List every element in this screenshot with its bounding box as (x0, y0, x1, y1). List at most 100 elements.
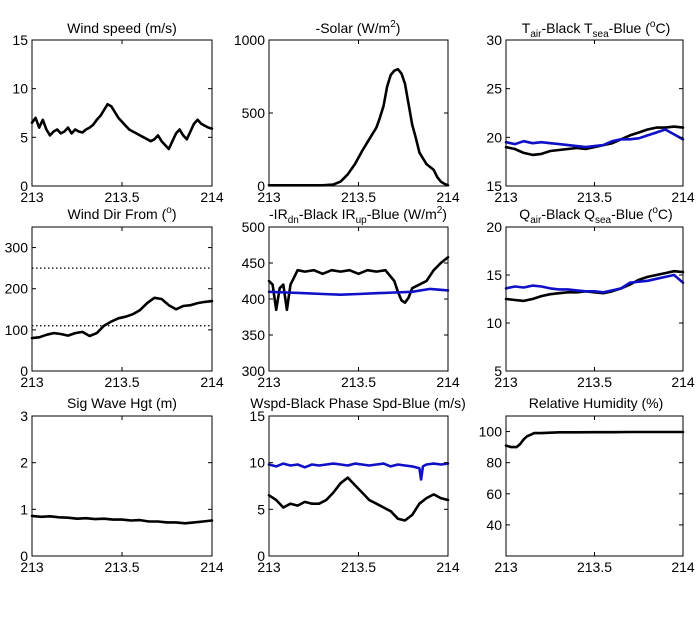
series-line-black (504, 430, 685, 449)
x-tick-label: 213.5 (341, 189, 376, 205)
y-tick-label: 3 (20, 408, 28, 424)
y-tick-label: 500 (242, 105, 266, 121)
plot-area-ir: 213 213.5 214 300 350 400 450 500 (242, 219, 460, 390)
axes-box (31, 39, 213, 187)
panel-ir: -IRdn-Black IRup-Blue (W/m2) 213 213.5 214… (242, 205, 460, 390)
y-tick-label: 0 (20, 363, 28, 379)
y-tick-label: 15 (249, 408, 265, 424)
panel-wspd-phase: Wspd-Black Phase Spd-Blue (m/s) 213 213.5… (249, 395, 465, 575)
x-tick-label: 213 (494, 374, 518, 390)
axes-box (268, 39, 449, 187)
y-tick-label: 2 (20, 455, 28, 471)
plot-area-wind-dir: 213 213.5 214 0 100 200 300 (5, 226, 224, 390)
series-line-blue (504, 128, 685, 149)
y-tick-label: 30 (486, 32, 502, 48)
x-tick-label: 214 (200, 559, 224, 575)
axes-box (31, 415, 213, 557)
panel-sig-wave: Sig Wave Hgt (m) 213 213.5 214 0 1 2 3 (20, 395, 224, 575)
x-tick-label: 213.5 (104, 374, 139, 390)
panel-title: Wspd-Black Phase Spd-Blue (m/s) (250, 395, 466, 411)
x-tick-label: 213 (20, 374, 44, 390)
y-tick-label: 15 (486, 267, 502, 283)
y-tick-label: 5 (20, 129, 28, 145)
axes-box (268, 415, 449, 557)
x-tick-label: 214 (436, 189, 460, 205)
y-tick-label: 80 (486, 455, 502, 471)
panel-title: -IRdn-Black IRup-Blue (W/m2) (269, 205, 447, 226)
x-tick-label: 214 (671, 374, 695, 390)
axes-box (505, 39, 684, 187)
y-tick-label: 350 (242, 327, 266, 343)
x-tick-label: 213 (257, 559, 281, 575)
y-tick-label: 0 (20, 548, 28, 564)
y-tick-label: 15 (12, 32, 28, 48)
x-tick-label: 213 (20, 189, 44, 205)
x-tick-label: 214 (200, 374, 224, 390)
series-line-black (30, 102, 214, 151)
series-line-black (267, 255, 450, 312)
y-tick-label: 40 (486, 517, 502, 533)
x-tick-label: 213.5 (104, 559, 139, 575)
series-line-black (30, 514, 214, 525)
panel-tair-tsea: Tair-Black Tsea-Blue (oC) 213 213.5 214152… (486, 19, 694, 205)
plot-area-solar: 213 213.5 214 0 500 1000 (234, 32, 460, 205)
y-tick-label: 100 (5, 322, 29, 338)
y-tick-label: 1000 (234, 32, 265, 48)
x-tick-label: 213.5 (341, 559, 376, 575)
y-tick-label: 0 (257, 548, 265, 564)
y-tick-label: 450 (242, 255, 266, 271)
y-tick-label: 15 (486, 178, 502, 194)
y-tick-label: 300 (242, 363, 266, 379)
y-tick-label: 10 (12, 81, 28, 97)
panel-qair-qsea: Qair-Black Qsea-Blue (oC) 213 213.5 214 5 10… (486, 205, 694, 390)
series-line-black (30, 296, 214, 340)
panel-title: Relative Humidity (%) (529, 395, 664, 411)
x-tick-label: 213 (257, 374, 281, 390)
y-tick-label: 300 (5, 240, 29, 256)
series-line-black (267, 476, 450, 522)
y-tick-label: 25 (486, 81, 502, 97)
y-tick-label: 5 (257, 501, 265, 517)
y-tick-label: 20 (486, 219, 502, 235)
axes-box (505, 415, 684, 557)
panel-title: -Solar (W/m2) (316, 19, 401, 36)
x-tick-label: 213 (20, 559, 44, 575)
panel-solar: -Solar (W/m2) 213 213.5 214 0 500 1000 (234, 19, 460, 205)
axes-box (268, 226, 449, 372)
plot-area-qair-qsea: 213 213.5 214 5 10 15 20 (486, 219, 694, 390)
x-tick-label: 214 (436, 374, 460, 390)
y-tick-label: 10 (486, 315, 502, 331)
x-tick-label: 213.5 (104, 189, 139, 205)
x-tick-label: 214 (200, 189, 224, 205)
y-tick-label: 0 (257, 178, 265, 194)
y-tick-label: 5 (494, 363, 502, 379)
plot-area-sig-wave: 213 213.5 214 0 1 2 3 (20, 408, 224, 575)
y-tick-label: 0 (20, 178, 28, 194)
y-tick-label: 1 (20, 501, 28, 517)
y-tick-label: 200 (5, 281, 29, 297)
panel-rel-humidity: Relative Humidity (%) 213 213.5 214 40 60 80 1… (479, 395, 695, 575)
panel-title: Tair-Black Tsea-Blue (oC) (522, 19, 670, 40)
y-tick-label: 10 (249, 455, 265, 471)
series-line-blue (267, 462, 450, 481)
x-tick-label: 213 (257, 189, 281, 205)
plot-area-tair-tsea: 213 213.5 214 15 20 25 30 (486, 32, 694, 205)
y-tick-label: 60 (486, 486, 502, 502)
x-tick-label: 213.5 (341, 374, 376, 390)
panel-wind-dir: Wind Dir From (o) 213 213.5 214 0 100 200 300 (5, 205, 224, 390)
panel-wind-speed: Wind speed (m/s) 213 213.5 214 0 5 10 15 (12, 20, 223, 205)
series-line-blue (267, 287, 450, 297)
series-line-blue (504, 273, 685, 294)
series-line-black (504, 125, 685, 157)
plot-area-wind-speed: 213 213.5 214 0 5 10 15 (12, 32, 223, 205)
y-tick-label: 20 (486, 129, 502, 145)
x-tick-label: 214 (671, 559, 695, 575)
plot-area-wspd-phase: 213 213.5 214 0 5 10 15 (249, 408, 459, 575)
panel-title: Wind speed (m/s) (67, 20, 177, 36)
x-tick-label: 213 (494, 559, 518, 575)
x-tick-label: 213 (494, 189, 518, 205)
y-tick-label: 500 (242, 219, 266, 235)
x-tick-label: 214 (671, 189, 695, 205)
axes-box (31, 226, 213, 372)
